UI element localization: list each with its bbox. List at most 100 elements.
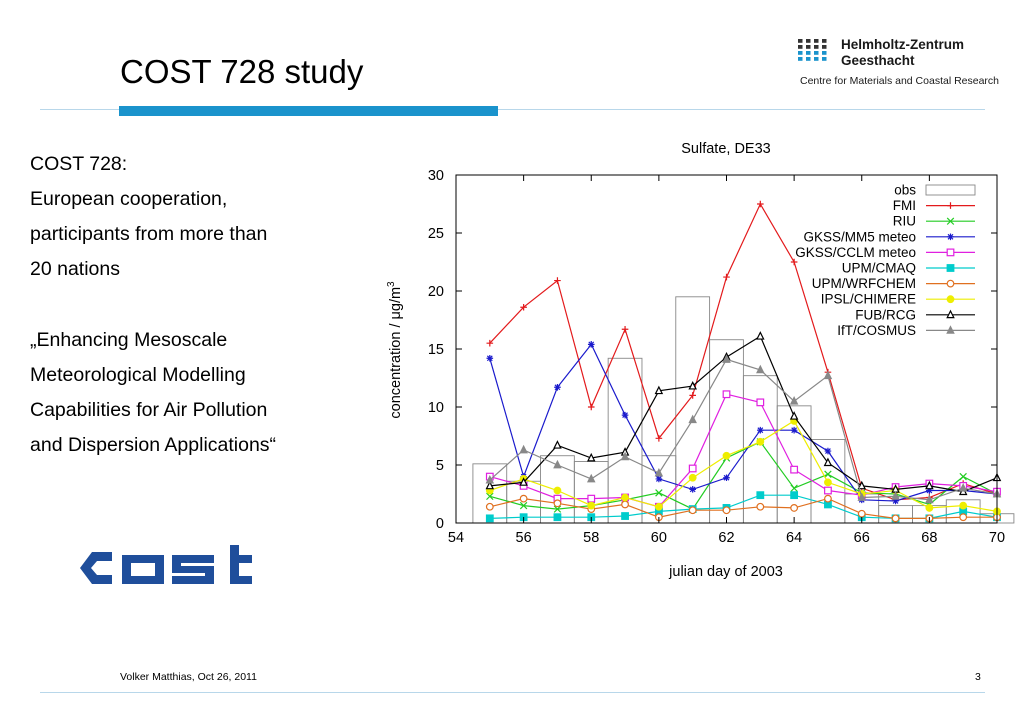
data-point <box>486 339 494 347</box>
legend-entry: UPM/CMAQ <box>842 261 975 276</box>
logo-name-line2: Geesthacht <box>841 53 915 68</box>
data-point <box>958 483 968 492</box>
legend-entry: FUB/RCG <box>855 307 975 322</box>
data-point <box>925 504 934 512</box>
body-text-line: European cooperation, <box>30 188 228 210</box>
data-point <box>553 505 562 513</box>
legend-label: GKSS/MM5 meteo <box>803 229 916 244</box>
data-point <box>689 392 696 399</box>
data-point <box>688 464 697 473</box>
data-point <box>519 494 528 503</box>
data-point <box>587 403 595 411</box>
data-point <box>519 501 528 510</box>
obs-bar <box>742 375 778 524</box>
data-point <box>621 493 629 502</box>
data-point <box>926 487 933 494</box>
data-point <box>946 217 955 225</box>
legend-swatch <box>925 184 976 196</box>
footer-line <box>40 692 985 693</box>
series-line <box>489 420 998 512</box>
data-point <box>722 354 731 363</box>
logo-dot <box>806 39 811 43</box>
data-point <box>688 506 697 515</box>
series-upm-wrfchem <box>485 494 1001 523</box>
data-point <box>553 513 562 522</box>
body-text-line: and Dispersion Applications“ <box>30 434 277 456</box>
data-point <box>946 325 955 334</box>
data-point <box>485 480 495 490</box>
data-point <box>519 477 528 486</box>
data-point <box>485 514 494 523</box>
data-point <box>946 264 955 272</box>
data-point <box>824 494 832 503</box>
x-tick-label: 64 <box>786 530 802 546</box>
x-axis-label: julian day of 2003 <box>668 564 783 580</box>
logo-dot <box>814 51 819 55</box>
data-point <box>823 457 833 467</box>
data-point <box>654 467 664 477</box>
data-point <box>823 370 833 380</box>
data-point <box>756 331 765 340</box>
x-tick-label: 62 <box>718 530 734 546</box>
data-point <box>857 480 867 490</box>
body-text-line: „Enhancing Mesoscale <box>30 329 228 351</box>
logo-dot <box>806 57 811 61</box>
data-point <box>824 486 832 495</box>
cost-logo-mark <box>80 545 252 584</box>
data-point <box>688 380 697 390</box>
x-tick-label: 70 <box>989 530 1005 546</box>
logo-subtitle: Centre for Materials and Coastal Researc… <box>800 75 1000 87</box>
data-point <box>655 475 663 483</box>
data-point <box>654 502 663 511</box>
legend-label: FUB/RCG <box>855 307 916 322</box>
data-point <box>790 491 799 500</box>
logo-dot <box>806 45 811 49</box>
data-point <box>757 200 764 208</box>
data-point <box>553 440 562 449</box>
x-tick-label: 66 <box>854 530 870 546</box>
data-point <box>486 354 494 362</box>
data-point <box>756 491 765 500</box>
logo-name-line1: Helmholtz-Zentrum <box>841 37 964 52</box>
sulfate-chart: Sulfate, DE33 54 56 58 60 62 64 66 68 70 0 5 10 15 20… <box>386 141 1015 580</box>
data-point <box>553 486 562 495</box>
data-point <box>485 474 495 484</box>
x-tick-label: 58 <box>583 530 599 546</box>
body-text-line: 20 nations <box>30 258 120 280</box>
data-point <box>722 506 731 515</box>
data-point <box>790 504 799 512</box>
hzg-dots-icon <box>798 39 827 61</box>
body-text-line: Meteorological Modelling <box>30 364 246 386</box>
data-point <box>756 398 765 407</box>
legend-label: IPSL/CHIMERE <box>821 292 916 307</box>
legend-label: GKSS/CCLM meteo <box>795 245 916 260</box>
legend-entry: GKSS/CCLM meteo <box>795 245 975 260</box>
data-point <box>790 258 798 266</box>
chart-title: Sulfate, DE33 <box>681 141 770 157</box>
data-point <box>824 478 832 487</box>
series-line <box>489 343 998 502</box>
data-point <box>621 500 629 509</box>
y-axis-label-sup: 3 <box>386 281 397 287</box>
data-point <box>790 465 799 474</box>
legend-label: RIU <box>893 214 916 229</box>
legend-entry: FMI <box>893 198 975 213</box>
data-point <box>947 202 954 209</box>
data-point <box>689 486 696 493</box>
data-point <box>946 248 955 257</box>
data-point <box>519 444 528 454</box>
data-point <box>486 492 494 501</box>
cost-logo-c <box>80 552 112 584</box>
y-tick-label: 0 <box>436 516 444 532</box>
data-point <box>621 512 629 520</box>
y-tick-label: 15 <box>428 342 444 358</box>
data-point <box>756 364 765 374</box>
data-point <box>857 492 867 501</box>
legend-entry: obs <box>894 183 976 198</box>
data-point <box>959 472 967 481</box>
data-point <box>722 390 731 399</box>
y-axis-label-prefix: concentration / <box>388 319 404 418</box>
series-line <box>489 497 997 519</box>
data-point <box>655 489 663 497</box>
data-point <box>621 411 629 419</box>
